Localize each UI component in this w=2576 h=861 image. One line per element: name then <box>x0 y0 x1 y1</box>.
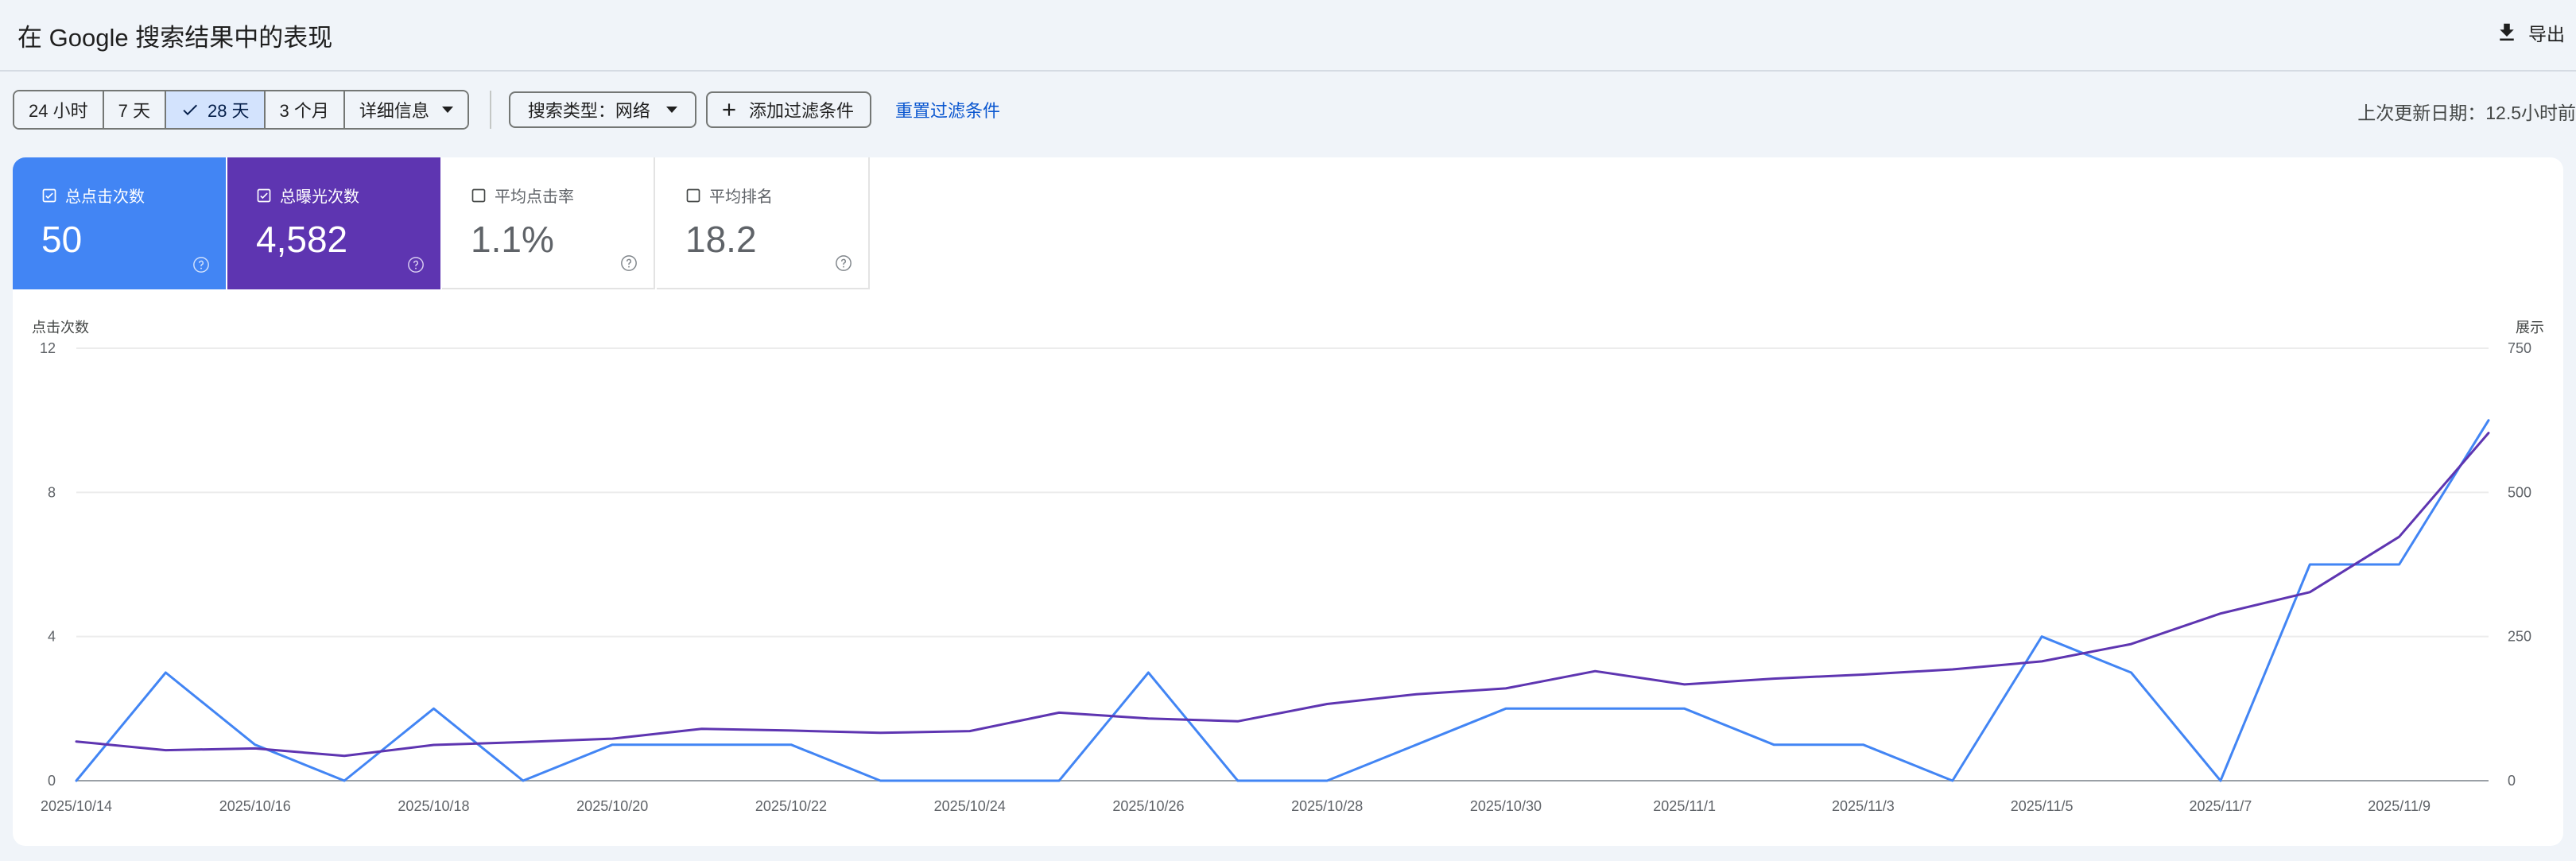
y-left-tick-label: 4 <box>48 629 56 645</box>
page-title: 在 Google 搜索结果中的表现 <box>17 24 333 52</box>
x-tick-label: 2025/11/5 <box>2011 798 2074 814</box>
date-range-selector: 24 小时 7 天 28 天 3 个月 详细信息 <box>13 90 469 130</box>
help-icon[interactable] <box>620 254 638 272</box>
impressions-series-line <box>75 432 2490 758</box>
metric-value: 18.2 <box>685 219 757 260</box>
page-header: 在 Google 搜索结果中的表现 导出 <box>0 0 2576 72</box>
chart-grid <box>76 347 2489 781</box>
x-tick-label: 2025/11/9 <box>2368 798 2431 814</box>
checkbox-unchecked-icon[interactable] <box>685 188 701 204</box>
divider <box>489 91 491 129</box>
metric-label: 平均排名 <box>709 188 773 206</box>
reset-filters-link[interactable]: 重置过滤条件 <box>894 101 1000 121</box>
date-range-24h[interactable]: 24 小时 <box>14 91 103 128</box>
date-range-7d[interactable]: 7 天 <box>102 91 165 128</box>
details-dropdown[interactable]: 详细信息 <box>343 91 467 128</box>
search-type-label: 搜索类型：网络 <box>527 101 650 121</box>
x-tick-label: 2025/10/28 <box>1291 798 1363 814</box>
chevron-down-icon <box>665 107 677 113</box>
export-label: 导出 <box>2528 24 2565 45</box>
date-range-label: 28 天 <box>207 101 250 121</box>
y-right-tick-label: 250 <box>2508 629 2531 645</box>
chart-ticks: 0 4 8 12 0 250 500 750 2025/10/14 2025/10/16 2025/… <box>40 340 2531 814</box>
download-icon <box>2500 23 2514 41</box>
x-tick-label: 2025/10/16 <box>219 798 291 814</box>
metric-label: 总曝光次数 <box>280 188 359 206</box>
add-filter-button[interactable]: 添加过滤条件 <box>705 91 871 128</box>
check-icon <box>183 104 197 115</box>
filter-bar: 24 小时 7 天 28 天 3 个月 详细信息 搜索类型：网络 添加过滤条件 … <box>13 90 1000 130</box>
y-left-tick-label: 12 <box>40 340 56 356</box>
help-icon[interactable] <box>407 256 425 273</box>
search-type-dropdown[interactable]: 搜索类型：网络 <box>508 91 696 128</box>
metric-card-clicks[interactable]: 总点击次数 50 <box>13 157 226 289</box>
metric-card-position[interactable]: 平均排名 18.2 <box>657 157 870 289</box>
details-label: 详细信息 <box>359 101 429 121</box>
help-icon[interactable] <box>835 254 852 272</box>
metric-value: 1.1% <box>471 219 554 260</box>
checkbox-checked-icon[interactable] <box>256 188 272 204</box>
clicks-series-line <box>75 419 2490 782</box>
x-tick-label: 2025/11/7 <box>2190 798 2252 814</box>
y-left-tick-label: 8 <box>48 484 56 500</box>
metric-label: 平均点击率 <box>495 188 574 206</box>
metric-value: 50 <box>41 219 83 260</box>
y-right-tick-label: 500 <box>2508 484 2531 500</box>
last-update-text: 上次更新日期：12.5小时前 <box>2357 103 2576 123</box>
x-tick-label: 2025/11/3 <box>1832 798 1895 814</box>
export-button[interactable]: 导出 <box>2495 19 2565 46</box>
left-axis-title: 点击次数 <box>32 320 89 335</box>
x-tick-label: 2025/10/18 <box>398 798 469 814</box>
checkbox-unchecked-icon[interactable] <box>471 188 487 204</box>
x-tick-label: 2025/10/26 <box>1112 798 1184 814</box>
x-tick-label: 2025/10/30 <box>1470 798 1542 814</box>
performance-chart: 点击次数 展示 0 4 8 12 0 250 500 750 2025/10/14 2025/10… <box>32 320 2544 814</box>
metric-card-ctr[interactable]: 平均点击率 1.1% <box>442 157 655 289</box>
help-icon[interactable] <box>192 256 210 273</box>
y-left-tick-label: 0 <box>48 773 56 789</box>
plus-icon <box>723 103 735 116</box>
date-range-label: 7 天 <box>118 101 150 121</box>
x-tick-label: 2025/10/22 <box>755 798 827 814</box>
add-filter-label: 添加过滤条件 <box>748 101 854 121</box>
checkbox-checked-icon[interactable] <box>41 188 57 204</box>
date-range-label: 24 小时 <box>29 101 88 121</box>
x-tick-label: 2025/11/1 <box>1653 798 1716 814</box>
x-tick-label: 2025/10/20 <box>576 798 648 814</box>
y-right-tick-label: 750 <box>2508 340 2531 356</box>
chevron-down-icon <box>441 107 453 113</box>
right-axis-title: 展示 <box>2516 320 2544 335</box>
date-range-28d[interactable]: 28 天 <box>164 91 264 128</box>
date-range-3m[interactable]: 3 个月 <box>263 91 343 128</box>
y-right-tick-label: 0 <box>2508 773 2516 789</box>
performance-card: 总点击次数 50 总曝光次数 4,582 平均点击率 1.1% 平均排名 18.… <box>13 157 2563 846</box>
x-tick-label: 2025/10/24 <box>934 798 1006 814</box>
metric-card-impressions[interactable]: 总曝光次数 4,582 <box>227 157 440 289</box>
metric-label: 总点击次数 <box>65 188 145 206</box>
metric-value: 4,582 <box>256 219 348 260</box>
chart-series <box>75 419 2490 782</box>
x-tick-label: 2025/10/14 <box>41 798 112 814</box>
date-range-label: 3 个月 <box>279 101 329 121</box>
